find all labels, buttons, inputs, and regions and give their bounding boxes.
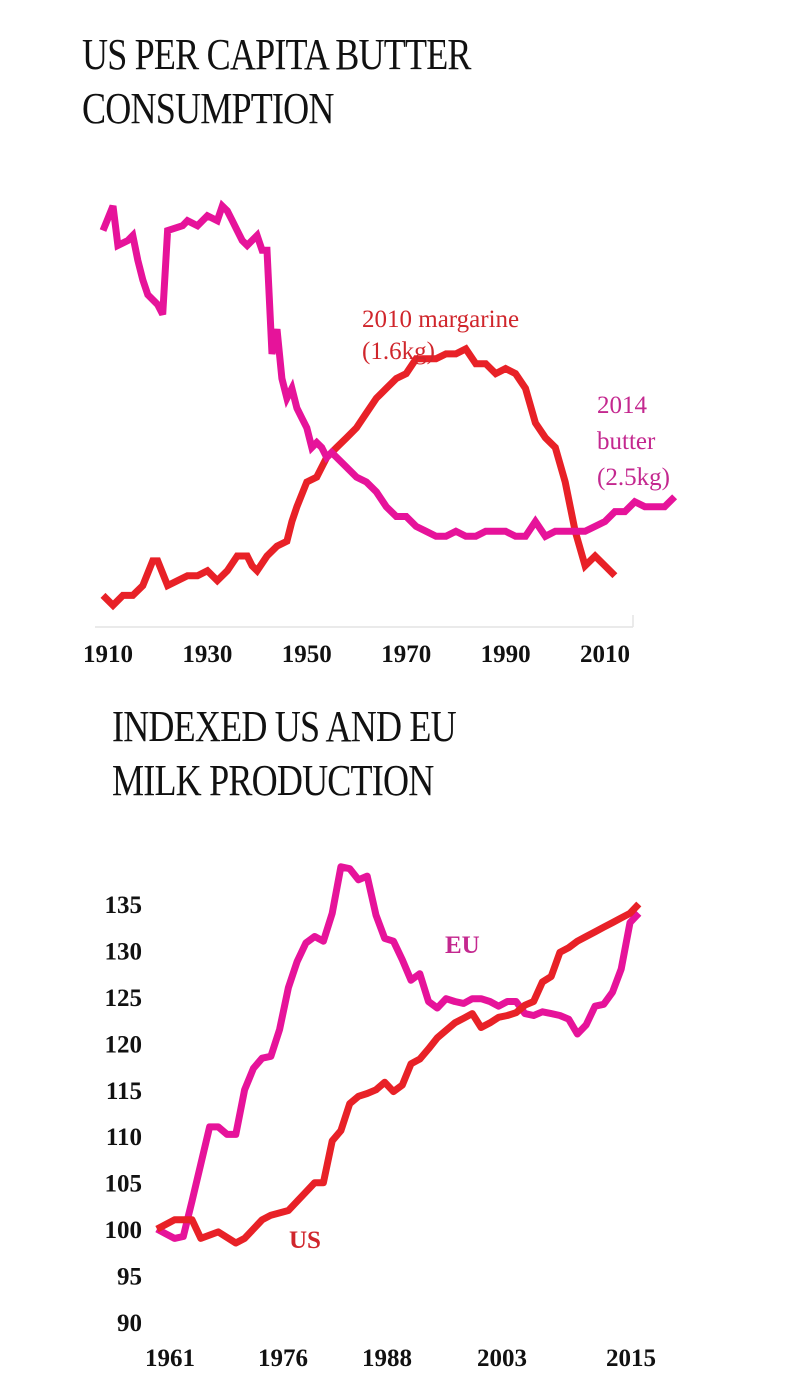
x-tick-label: 1910 (83, 641, 133, 668)
y-tick-label: 120 (105, 1031, 143, 1058)
x-tick-label: 1961 (145, 1345, 195, 1372)
butter-series-line (99, 199, 678, 541)
chart-1-title: US PER CAPITA BUTTER CONSUMPTION (82, 28, 471, 136)
butter-annotation: butter (597, 428, 656, 455)
margarine-series-line (100, 344, 618, 611)
butter-annotation: (2.5kg) (597, 464, 670, 491)
chart-1-title-line-1: US PER CAPITA BUTTER (82, 30, 471, 79)
x-tick-label: 1976 (258, 1345, 308, 1372)
y-tick-label: 110 (106, 1124, 142, 1151)
chart-2-title-line-1: INDEXED US AND EU (112, 702, 457, 751)
chart-2-title-line-2: MILK PRODUCTION (112, 756, 434, 805)
y-tick-label: 130 (105, 938, 143, 965)
x-tick-label: 1950 (282, 641, 332, 668)
butter-annotation: 2014 (597, 392, 648, 419)
eu-series-line (155, 863, 642, 1242)
y-tick-label: 95 (117, 1264, 142, 1291)
chart-2-title: INDEXED US AND EU MILK PRODUCTION (112, 700, 457, 808)
margarine-annotation: 2010 margarine (362, 306, 519, 333)
eu-annotation: EU (445, 932, 480, 959)
us-annotation: US (289, 1227, 321, 1254)
y-tick-label: 115 (106, 1078, 142, 1105)
x-tick-label: 2003 (477, 1345, 527, 1372)
y-tick-label: 125 (105, 985, 143, 1012)
x-tick-label: 1990 (481, 641, 531, 668)
margarine-annotation: (1.6kg) (362, 338, 435, 365)
chart-1-title-line-2: CONSUMPTION (82, 84, 334, 133)
x-tick-label: 2010 (580, 641, 630, 668)
y-tick-label: 90 (117, 1310, 142, 1337)
butter-consumption-chart: 1910 1930 1950 1970 1990 2010 2010 margarine (1… (83, 199, 678, 668)
milk-production-chart: 90 95 100 105 110 115 120 125 130 135 1961 1976 1988… (105, 863, 656, 1372)
y-tick-label: 135 (105, 892, 143, 919)
y-tick-label: 105 (105, 1171, 143, 1198)
x-tick-label: 2015 (606, 1345, 656, 1372)
x-tick-label: 1930 (182, 641, 232, 668)
x-tick-label: 1970 (381, 641, 431, 668)
x-tick-label: 1988 (362, 1345, 412, 1372)
y-tick-label: 100 (105, 1217, 143, 1244)
us-series-line (155, 901, 642, 1247)
